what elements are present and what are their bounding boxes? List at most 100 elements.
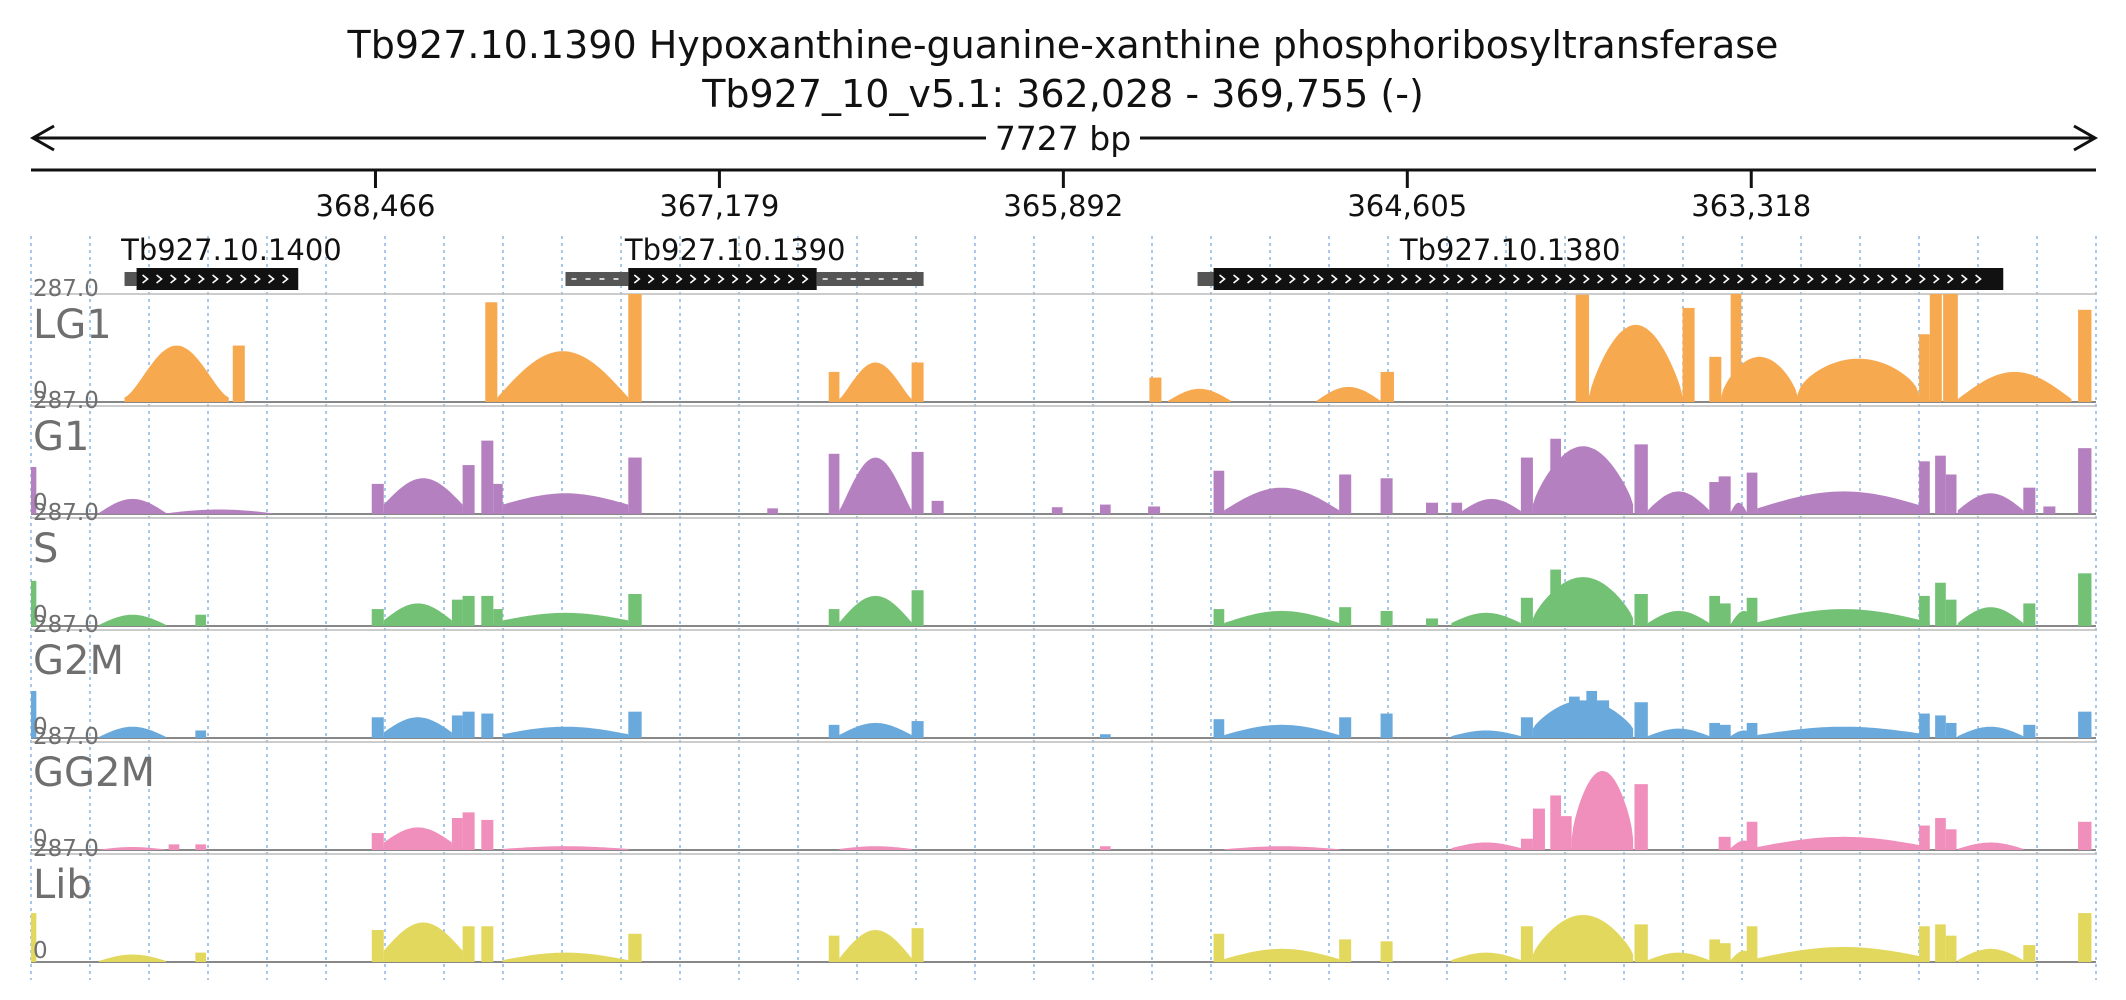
coverage-area: [502, 612, 629, 626]
coverage-bar: [2078, 711, 2092, 738]
strand-chevron-icon: [1639, 274, 1646, 284]
coverage-bar: [1213, 719, 1225, 738]
coverage-bar: [1682, 307, 1695, 402]
strand-chevron-icon: [184, 274, 191, 284]
strand-chevron-icon: [1345, 274, 1352, 284]
strand-chevron-icon: [212, 274, 219, 284]
coverage-bar: [1709, 722, 1720, 738]
span-indicator: 7727 bp: [29, 119, 2099, 158]
strand-chevron-icon: [1947, 274, 1954, 284]
coverage-area: [383, 717, 452, 738]
strand-chevron-icon: [1779, 274, 1786, 284]
coverage-area: [1647, 491, 1710, 514]
strand-chevron-icon: [703, 274, 711, 284]
strand-chevron-icon: [1331, 274, 1338, 284]
gene-cds: [1213, 268, 2004, 290]
strand-chevron-icon: [156, 274, 163, 284]
strand-chevron-icon: [1527, 274, 1534, 284]
coverage-bar: [1568, 926, 1580, 962]
gene-cds: [628, 268, 817, 290]
strand-chevron-icon: [1835, 274, 1842, 284]
coverage-bar: [1213, 933, 1225, 962]
coverage-area: [165, 509, 273, 514]
strand-chevron-icon: [647, 274, 655, 284]
coverage-bar: [1339, 474, 1352, 514]
coverage-area: [502, 846, 629, 850]
strand-chevron-icon: [689, 274, 697, 284]
gene-utr-box: [124, 272, 137, 286]
coverage-bar: [1532, 808, 1545, 850]
strand-chevron-icon: [1373, 274, 1380, 284]
gene-label: Tb927.10.1380: [1399, 233, 1621, 267]
strand-chevron-icon: [717, 274, 725, 284]
coverage-area: [1168, 388, 1231, 402]
coverage-area: [1957, 726, 2024, 738]
strand-chevron-icon: [1541, 274, 1548, 284]
coverage-bar: [2023, 724, 2036, 738]
coverage-area: [1451, 730, 1521, 738]
coverage-area: [1532, 446, 1634, 514]
coverage-bar: [1919, 595, 1930, 626]
coverage-bar: [1380, 610, 1393, 626]
coverage-bar: [628, 711, 642, 738]
coverage-bar: [1718, 724, 1731, 738]
strand-chevron-icon: [1429, 274, 1436, 284]
coverage-area: [1224, 846, 1340, 850]
coverage-area: [383, 603, 452, 626]
strand-chevron-icon: [1247, 274, 1254, 284]
gene-models: Tb927.10.1400 Tb927.10.1390 Tb927.10.1380: [120, 233, 2004, 290]
strand-chevron-icon: [268, 274, 275, 284]
coverage-bar: [1339, 717, 1352, 738]
coverage-bar: [828, 453, 840, 514]
coverage-area: [497, 351, 629, 402]
track-zero-label: 0: [33, 490, 48, 516]
coverage-bar: [767, 508, 778, 514]
gene-utr-box: [565, 272, 629, 286]
coverage-bar: [195, 952, 207, 962]
coverage-area: [839, 595, 912, 626]
coverage-bar: [462, 812, 475, 850]
strand-chevron-icon: [282, 274, 289, 284]
coverage-bar: [1919, 461, 1930, 514]
coverage-bar: [931, 500, 944, 514]
coverage-bar: [828, 935, 840, 962]
span-arrow-left-icon: [29, 124, 55, 152]
strand-chevron-icon: [142, 274, 149, 284]
coverage-bar: [828, 609, 840, 626]
track-zero-label: 0: [33, 826, 48, 852]
track-name-label: G2M: [33, 638, 124, 684]
track-name-label: LG1: [33, 302, 112, 348]
coverage-bar: [1597, 700, 1610, 738]
coverage-bar: [1634, 784, 1648, 850]
coverage-bar: [1945, 935, 1957, 962]
strand-chevron-icon: [1597, 274, 1604, 284]
coverage-area: [1957, 607, 2024, 626]
coverage-bar: [1586, 690, 1598, 738]
track-name-label: GG2M: [33, 750, 155, 796]
coverage-area: [1730, 502, 1747, 514]
coverage-bar: [628, 594, 642, 626]
coverage-area: [1589, 324, 1683, 402]
coverage-area: [1957, 493, 2024, 514]
coverage-bar: [1709, 595, 1720, 626]
gene-label: Tb927.10.1400: [120, 233, 342, 267]
strand-chevron-icon: [1303, 274, 1310, 284]
coverage-bar: [481, 819, 494, 850]
track-g1: 287.0G1 0: [31, 388, 2096, 516]
strand-chevron-icon: [1499, 274, 1506, 284]
strand-chevron-icon: [1961, 274, 1968, 284]
coverage-bar: [1575, 294, 1590, 402]
strand-chevron-icon: [1625, 274, 1632, 284]
coverage-area: [99, 614, 166, 626]
track-max-label: 287.0: [33, 500, 99, 526]
coverage-area: [1647, 728, 1710, 738]
strand-chevron-icon: [745, 274, 753, 284]
coverage-bar: [1550, 795, 1561, 850]
coverage-bar: [1746, 821, 1758, 850]
coverage-bar: [1520, 457, 1533, 514]
strand-chevron-icon: [1905, 274, 1912, 284]
coverage-bar: [1560, 816, 1572, 850]
